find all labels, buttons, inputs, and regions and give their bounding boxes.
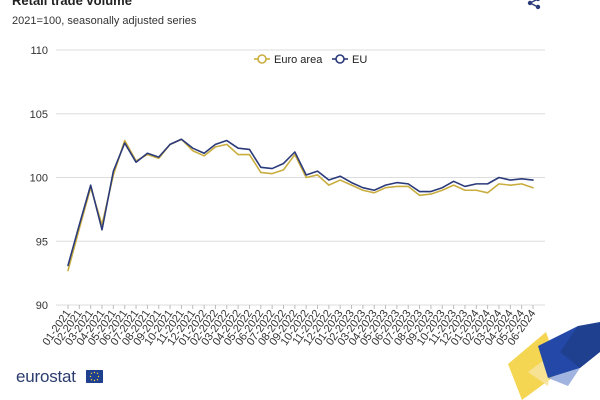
grid-lines [56,49,545,306]
legend-marker-euro-area [257,54,267,64]
footer: eurostat [0,312,600,400]
eu-flag-icon [86,370,103,383]
share-icon[interactable] [526,0,542,10]
chart-subtitle: 2021=100, seasonally adjusted series [12,15,197,27]
series-line-eu[interactable] [67,138,534,267]
series-line-euro-area[interactable] [67,138,534,272]
y-tick-label: 110 [30,45,48,57]
series-lines [67,138,534,272]
legend-label-eu[interactable]: EU [352,54,367,66]
y-tick-label: 105 [30,109,48,121]
legend: Euro area EU [254,54,367,66]
eurostat-logo: eurostat [16,367,76,386]
x-axis-ticks: 01-202102-202103-202104-202105-202106-20… [40,305,538,348]
y-axis-ticks: 90 95 100 105 110 [30,45,48,312]
y-tick-label: 90 [36,300,48,312]
legend-label-euro-area[interactable]: Euro area [274,54,323,66]
brand-decoration [508,322,600,400]
chart-title: Retail trade volume [12,0,132,8]
legend-marker-eu [335,54,345,64]
y-tick-label: 100 [30,173,48,185]
y-tick-label: 95 [36,236,48,248]
